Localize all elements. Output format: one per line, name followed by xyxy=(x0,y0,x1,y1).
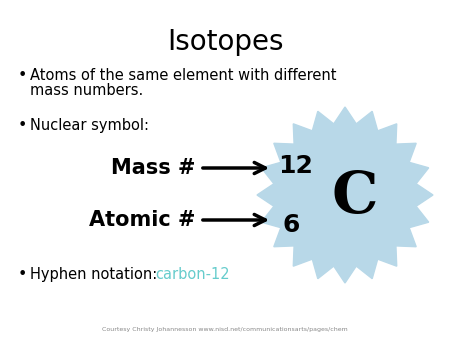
Polygon shape xyxy=(257,107,433,283)
Text: Mass #: Mass # xyxy=(111,158,195,178)
Text: •: • xyxy=(18,118,27,133)
Text: Isotopes: Isotopes xyxy=(167,28,283,56)
Text: •: • xyxy=(18,267,27,282)
Text: Courtesy Christy Johannesson www.nisd.net/communicationsarts/pages/chem: Courtesy Christy Johannesson www.nisd.ne… xyxy=(102,327,348,332)
Text: 6: 6 xyxy=(282,213,299,237)
Text: Atomic #: Atomic # xyxy=(89,210,195,230)
Text: •: • xyxy=(18,68,27,83)
Text: mass numbers.: mass numbers. xyxy=(30,83,143,98)
Text: Hyphen notation:: Hyphen notation: xyxy=(30,267,162,282)
Text: carbon-12: carbon-12 xyxy=(155,267,230,282)
Text: C: C xyxy=(332,169,378,225)
Text: Nuclear symbol:: Nuclear symbol: xyxy=(30,118,149,133)
Text: Atoms of the same element with different: Atoms of the same element with different xyxy=(30,68,337,83)
Text: 12: 12 xyxy=(278,154,313,178)
